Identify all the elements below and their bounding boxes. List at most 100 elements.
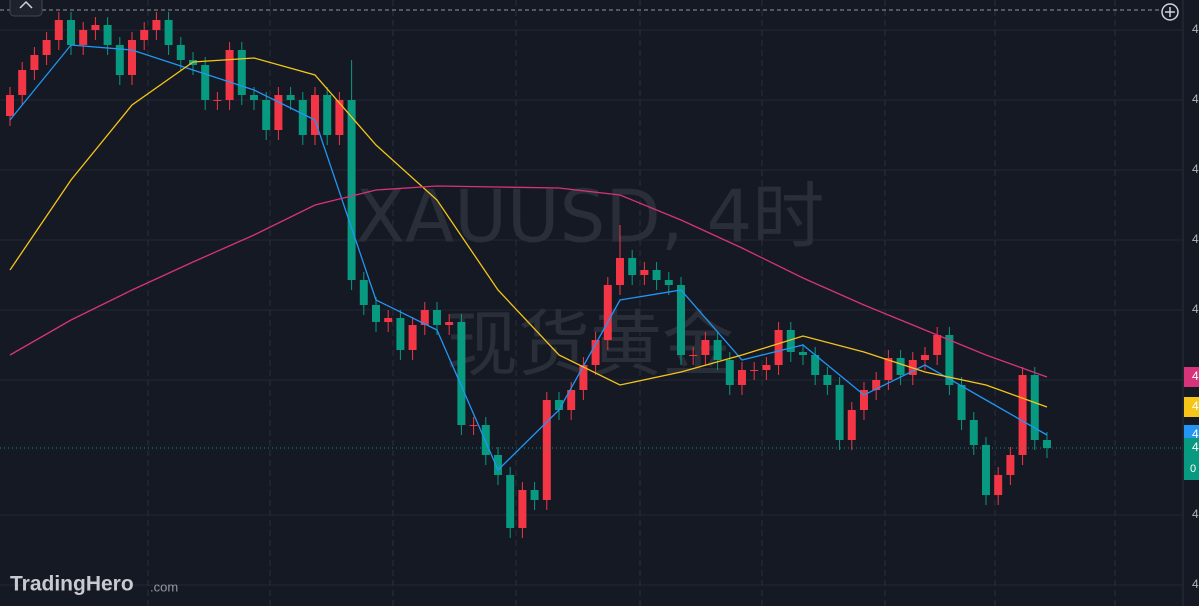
price-tag <box>1184 367 1199 387</box>
price-tag <box>1184 397 1199 417</box>
candle-body <box>518 490 527 528</box>
candle-body <box>945 335 954 385</box>
candle-body <box>457 322 466 425</box>
candle-body <box>164 20 173 45</box>
candle-body <box>42 40 51 55</box>
candle-body <box>798 352 807 355</box>
add-icon-plus[interactable] <box>1165 7 1175 17</box>
candle-body <box>591 340 600 365</box>
moving-average-line <box>9 185 1048 378</box>
axis-labels: 4444444444440 <box>1184 22 1199 591</box>
candle-body <box>664 280 673 285</box>
candle-body <box>347 100 356 280</box>
y-tick-label: 4 <box>1192 92 1199 106</box>
price-tag-label: 4 <box>1192 427 1199 441</box>
watermark-subtitle: 现货黄金 <box>446 303 734 387</box>
grid <box>0 29 1183 586</box>
candle-body <box>91 25 100 30</box>
candle-body <box>225 50 234 100</box>
candle-body <box>725 360 734 385</box>
candle-body <box>262 100 271 130</box>
candle-body <box>18 70 27 95</box>
candle-body <box>823 375 832 385</box>
candle-body <box>750 370 759 371</box>
candle-body <box>774 330 783 365</box>
candle-body <box>713 340 722 360</box>
candle-body <box>1006 455 1015 475</box>
candle-body <box>884 358 893 380</box>
candle-body <box>469 425 478 426</box>
candle-body <box>298 100 307 135</box>
candle-body <box>493 455 502 475</box>
candle-body <box>213 100 222 101</box>
collapse-icon[interactable] <box>19 0 33 9</box>
candle-body <box>396 318 405 350</box>
last-price-tag <box>1184 438 1199 480</box>
add-button[interactable] <box>1161 3 1179 21</box>
candle-body <box>994 475 1003 495</box>
logo-brand: TradingHero <box>10 573 134 596</box>
candle-body <box>603 285 612 340</box>
candle-body <box>811 355 820 375</box>
candle-body <box>335 100 344 135</box>
candle-body <box>676 285 685 355</box>
candle-body <box>542 400 551 500</box>
candle-body <box>689 355 698 356</box>
candle-body <box>286 95 295 100</box>
candle-body <box>920 355 929 360</box>
candle-body <box>359 280 368 305</box>
price-tag-label: 4 <box>1192 399 1199 413</box>
candle-body <box>835 385 844 440</box>
candle-body <box>371 305 380 322</box>
vertical-grid <box>147 0 1116 606</box>
candle-body <box>859 390 868 410</box>
candle-body <box>103 25 112 45</box>
candle-body <box>933 335 942 355</box>
candle-body <box>957 385 966 420</box>
candle-body <box>554 400 563 410</box>
candle-body <box>67 20 76 45</box>
candle-body <box>615 258 624 285</box>
candle-body <box>896 358 905 375</box>
y-tick-label: 4 <box>1192 22 1199 36</box>
y-tick-label: 4 <box>1192 577 1199 591</box>
candle-body <box>6 95 15 116</box>
logo-suffix: .com <box>150 579 178 594</box>
candle-body <box>506 475 515 528</box>
candle-body <box>652 270 661 280</box>
candle-body <box>115 45 124 75</box>
candle-body <box>786 330 795 352</box>
collapse-button-box[interactable] <box>9 0 43 17</box>
candle-body <box>420 310 429 325</box>
candle-body <box>969 420 978 445</box>
candle-body <box>981 445 990 495</box>
candle-body <box>737 370 746 385</box>
candle-body <box>408 325 417 350</box>
candle-body <box>445 322 454 325</box>
candle-body <box>128 40 137 75</box>
candle-body <box>237 50 246 95</box>
collapse-button[interactable] <box>9 0 43 17</box>
y-tick-label: 4 <box>1192 302 1199 316</box>
candle-body <box>579 365 588 390</box>
candle-body <box>310 95 319 135</box>
candle-body <box>762 365 771 370</box>
countdown-label: 0 <box>1190 463 1196 475</box>
candle-body <box>1042 440 1051 448</box>
candle-body <box>847 410 856 440</box>
add-icon[interactable] <box>1161 3 1179 21</box>
candle-body <box>481 425 490 455</box>
moving-average-line <box>9 44 1048 472</box>
candle-body <box>701 340 710 355</box>
candle-body <box>176 45 185 60</box>
candle-body <box>54 20 63 40</box>
candle-body <box>201 65 210 100</box>
candle-body <box>1030 375 1039 440</box>
candle-body <box>872 380 881 390</box>
candle-body <box>249 95 258 100</box>
candle-body <box>30 55 39 70</box>
price-tag-label: 4 <box>1192 369 1199 383</box>
